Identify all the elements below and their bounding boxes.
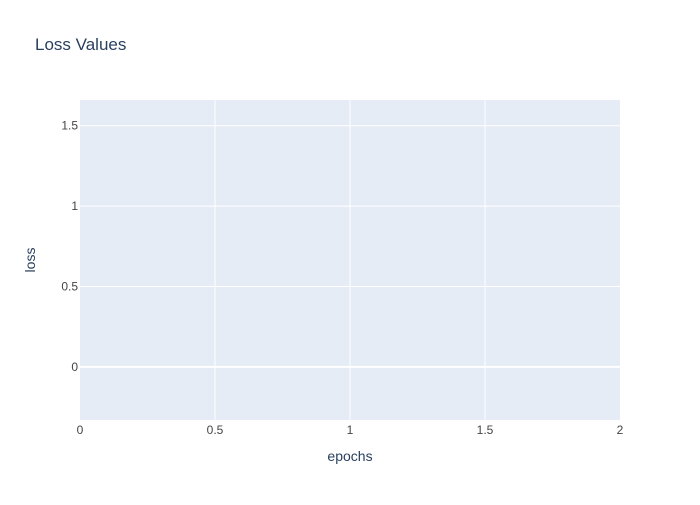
y-tick-label: 0 <box>71 360 78 374</box>
x-tick-label: 0.5 <box>207 423 224 437</box>
x-tick-label: 0 <box>77 423 84 437</box>
x-tick-label: 1.5 <box>477 423 494 437</box>
x-tick-label: 1 <box>347 423 354 437</box>
chart-title: Loss Values <box>35 35 126 54</box>
x-tick-label: 2 <box>617 423 624 437</box>
y-tick-label: 1.5 <box>61 119 78 133</box>
grid-lines <box>80 100 620 420</box>
y-tick-label: 1 <box>71 199 78 213</box>
x-axis-title: epochs <box>327 448 372 464</box>
y-tick-label: 0.5 <box>61 280 78 294</box>
y-axis-ticks: 0 0.5 1 1.5 <box>61 119 78 374</box>
x-axis-ticks: 0 0.5 1 1.5 2 <box>77 423 624 437</box>
y-axis-title: loss <box>22 248 38 273</box>
